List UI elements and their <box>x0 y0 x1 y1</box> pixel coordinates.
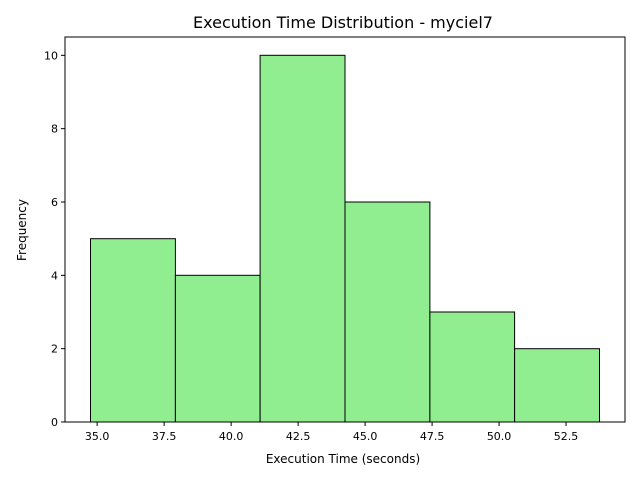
y-tick-label: 6 <box>51 196 58 209</box>
x-axis-ticks: 35.0 37.5 40.0 42.5 45.0 47.5 50.0 52.5 <box>85 422 578 443</box>
x-tick-label: 47.5 <box>420 430 445 443</box>
histogram-bar-5 <box>429 311 516 423</box>
histogram-bar-2 <box>174 274 261 423</box>
x-tick-label: 40.0 <box>219 430 244 443</box>
x-tick-label: 37.5 <box>152 430 177 443</box>
y-axis-label: Frequency <box>15 199 29 261</box>
x-axis-label: Execution Time (seconds) <box>266 452 420 466</box>
x-tick-label: 52.5 <box>554 430 579 443</box>
histogram-bar-1 <box>90 238 176 423</box>
x-tick-label: 45.0 <box>353 430 378 443</box>
histogram-bar-4 <box>344 201 431 423</box>
x-tick-label: 35.0 <box>85 430 110 443</box>
x-tick-label: 42.5 <box>286 430 311 443</box>
y-tick-label: 0 <box>51 416 58 429</box>
plot-frame <box>64 36 626 423</box>
y-tick-label: 8 <box>51 123 58 136</box>
histogram-bar-3 <box>259 54 346 423</box>
y-tick-label: 4 <box>51 269 58 282</box>
chart-title: Execution Time Distribution - myciel7 <box>193 13 493 32</box>
histogram-bar-6 <box>514 348 600 423</box>
y-tick-label: 10 <box>44 49 58 62</box>
y-tick-label: 2 <box>51 343 58 356</box>
y-axis-ticks: 0 2 4 6 8 10 <box>44 49 65 429</box>
x-tick-label: 50.0 <box>487 430 512 443</box>
bars-group <box>90 54 600 423</box>
